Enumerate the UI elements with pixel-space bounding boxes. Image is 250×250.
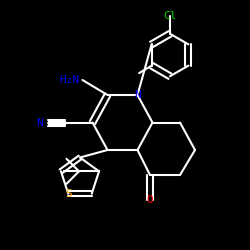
Text: S: S bbox=[65, 189, 71, 199]
Text: N: N bbox=[134, 90, 141, 100]
Text: H₂N: H₂N bbox=[60, 75, 80, 85]
Text: O: O bbox=[146, 195, 154, 205]
Text: N: N bbox=[36, 118, 44, 128]
Text: Cl: Cl bbox=[163, 11, 177, 21]
